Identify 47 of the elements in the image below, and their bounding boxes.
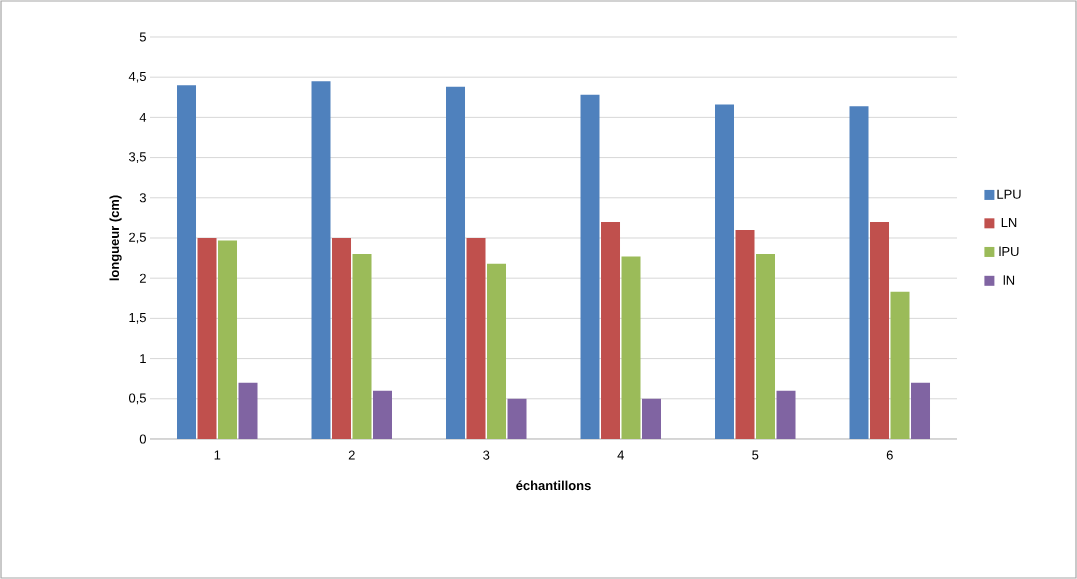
legend-label: lN — [1003, 275, 1015, 285]
bar — [177, 85, 197, 439]
bar — [715, 104, 735, 439]
legend-label: LPU — [997, 189, 1021, 199]
x-tick-label: 2 — [348, 450, 355, 460]
y-tick-label: 4,5 — [128, 71, 146, 83]
bar — [332, 237, 352, 439]
y-tick-label: 2 — [139, 273, 146, 283]
bar — [238, 382, 258, 439]
bar — [311, 81, 331, 439]
bar — [621, 256, 641, 439]
bar — [756, 254, 776, 439]
bar — [580, 94, 600, 439]
bar — [870, 221, 890, 439]
x-tick-label: 5 — [752, 450, 759, 460]
y-tick-label: 3,5 — [128, 152, 146, 163]
bar — [911, 382, 931, 439]
y-tick-label: 5 — [139, 32, 146, 42]
y-tick-label: 0 — [139, 434, 146, 444]
bar — [776, 390, 796, 439]
bar — [735, 229, 755, 439]
bar — [446, 86, 466, 439]
y-tick-label: 4 — [139, 112, 147, 122]
bar — [373, 390, 393, 439]
bar — [487, 263, 507, 439]
y-tick-label: 2,5 — [129, 232, 146, 244]
legend-label: lPU — [999, 246, 1019, 257]
bar — [352, 254, 372, 439]
y-axis-title: longueur (cm) — [109, 195, 122, 281]
bar — [466, 237, 486, 439]
y-tick-label: 0,5 — [128, 393, 146, 405]
bar — [507, 398, 527, 439]
bar — [849, 106, 869, 439]
bar — [890, 291, 910, 439]
y-tick-label: 3 — [139, 193, 146, 203]
bar — [218, 240, 238, 439]
x-tick-label: 4 — [617, 450, 624, 460]
bar — [601, 221, 621, 439]
y-tick-label: 1 — [140, 354, 146, 364]
y-tick-label: 1,5 — [129, 313, 146, 324]
legend-label: LN — [1001, 218, 1017, 228]
bar — [197, 237, 217, 439]
x-axis-title: échantillons — [516, 480, 591, 491]
bar — [642, 398, 662, 439]
x-tick-label: 1 — [214, 450, 221, 460]
x-tick-label: 6 — [886, 450, 893, 460]
x-tick-label: 3 — [483, 450, 490, 460]
